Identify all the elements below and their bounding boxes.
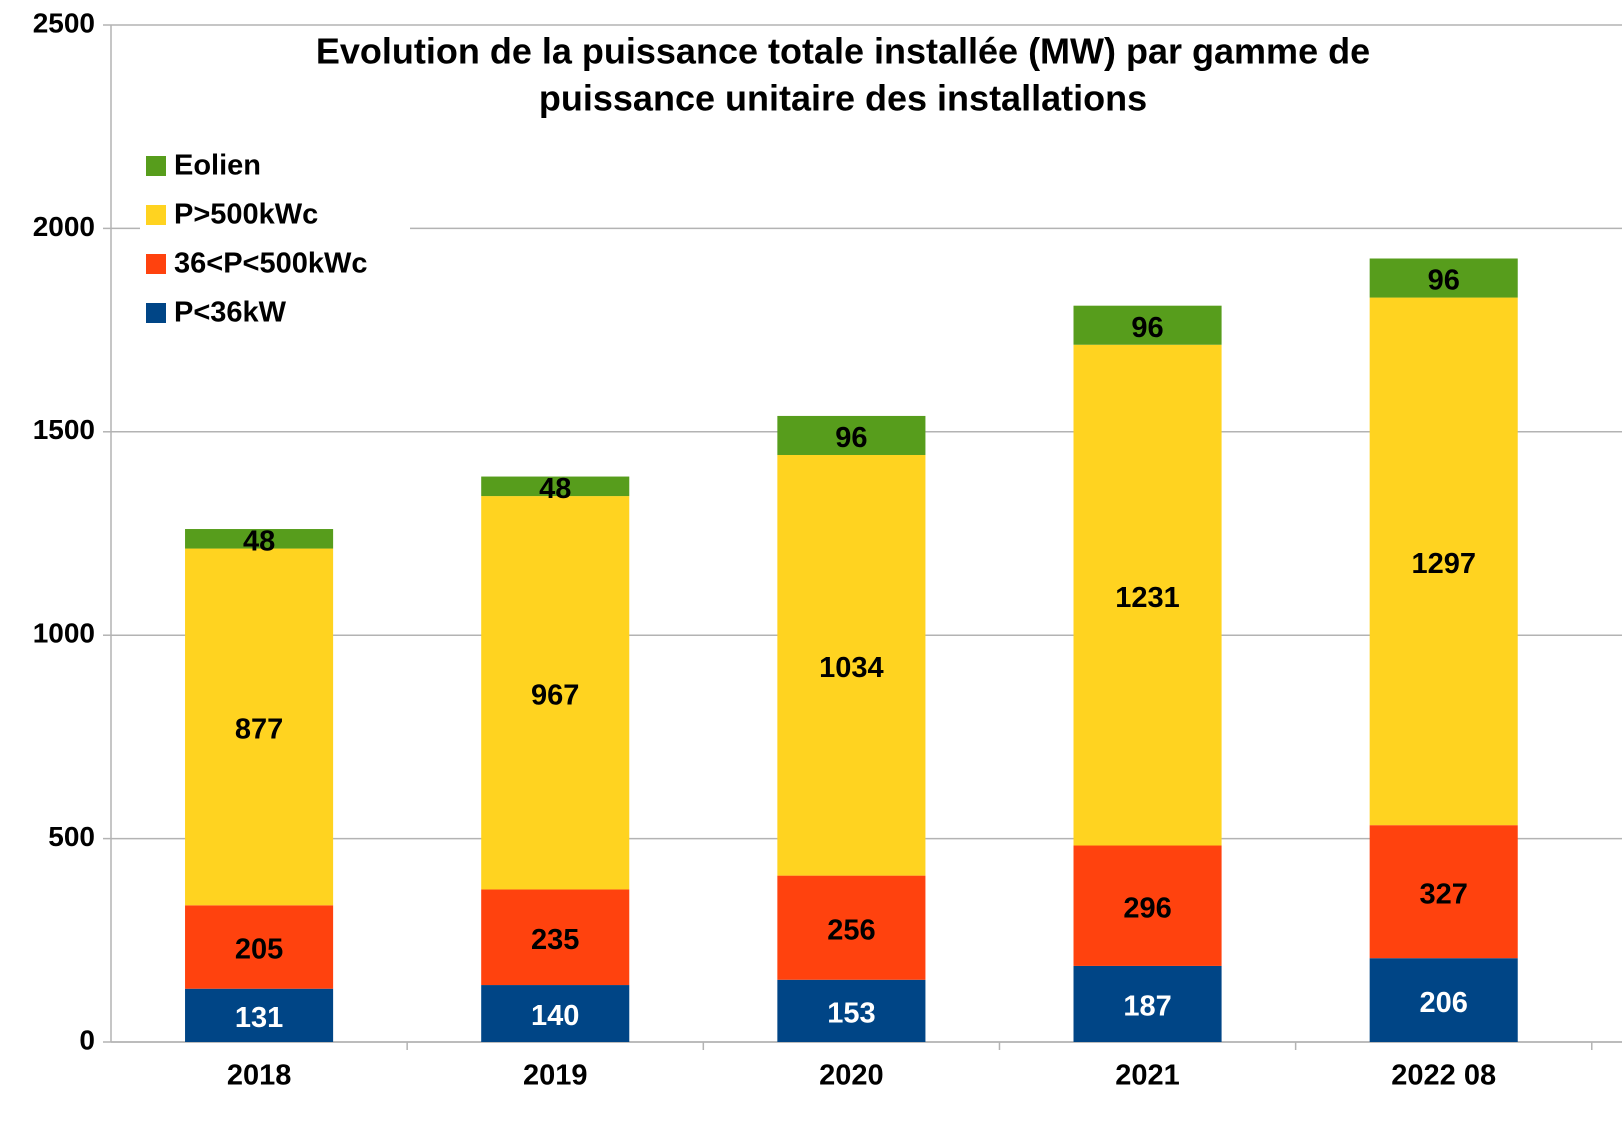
data-label: 877: [235, 714, 283, 746]
bar-segment: [481, 496, 630, 890]
bar-segment: [777, 875, 926, 980]
data-label: 967: [531, 679, 579, 711]
y-tick-label: 1500: [33, 414, 95, 445]
legend-label: Eolien: [174, 150, 261, 182]
x-tick-label: 2018: [227, 1060, 292, 1092]
data-label: 96: [835, 422, 867, 454]
data-label: 1297: [1411, 548, 1476, 580]
bar-segment: [1369, 825, 1518, 959]
legend-swatch: [146, 156, 166, 176]
data-label: 1034: [819, 652, 884, 684]
legend-label: P>500kWc: [174, 199, 318, 231]
y-tick-label: 2000: [33, 211, 95, 242]
bar-segment: [777, 979, 926, 1042]
data-label: 296: [1123, 892, 1171, 924]
data-label: 153: [827, 998, 875, 1030]
data-label: 48: [243, 525, 275, 557]
x-tick-label: 2020: [819, 1060, 884, 1092]
bar-segment: [1369, 297, 1518, 826]
bar-segment: [1369, 958, 1518, 1042]
data-label: 48: [539, 473, 571, 505]
legend-label: P<36kW: [174, 297, 287, 329]
bar-segment: [185, 988, 334, 1042]
x-tick-label: 2022 08: [1391, 1060, 1496, 1092]
data-label: 96: [1428, 265, 1460, 297]
bar-segment: [481, 476, 630, 497]
data-label: 256: [827, 914, 875, 946]
data-label: 206: [1420, 987, 1468, 1019]
y-tick-label: 0: [79, 1024, 95, 1055]
data-label: 96: [1131, 312, 1163, 344]
legend-label: 36<P<500kWc: [174, 248, 367, 280]
data-label: 205: [235, 934, 283, 966]
bar-segment: [185, 548, 334, 906]
x-tick-label: 2021: [1115, 1060, 1180, 1092]
chart-title: puissance unitaire des installations: [539, 78, 1147, 119]
bar-segment: [1073, 845, 1222, 966]
legend-swatch: [146, 205, 166, 225]
bar-segment: [1073, 344, 1222, 846]
bar-segment: [1073, 305, 1222, 345]
data-label: 327: [1420, 878, 1468, 910]
bar-segment: [1369, 258, 1518, 298]
y-tick-label: 1000: [33, 618, 95, 649]
data-label: 140: [531, 1000, 579, 1032]
legend-swatch: [146, 254, 166, 274]
data-label: 235: [531, 924, 579, 956]
x-tick-label: 2019: [523, 1060, 588, 1092]
bar-segment: [481, 985, 630, 1042]
data-label: 187: [1123, 991, 1171, 1023]
bar-segment: [185, 905, 334, 989]
legend-swatch: [146, 303, 166, 323]
legend-box: [140, 145, 410, 345]
bar-segment: [481, 889, 630, 986]
bar-segment: [185, 529, 334, 549]
chart-title: Evolution de la puissance totale install…: [316, 31, 1370, 72]
bar-segment: [1073, 965, 1222, 1042]
data-label: 1231: [1115, 582, 1180, 614]
y-tick-label: 2500: [33, 7, 95, 38]
bar-segment: [777, 415, 926, 455]
y-tick-label: 500: [48, 821, 95, 852]
data-label: 131: [235, 1002, 283, 1034]
bar-segment: [777, 454, 926, 876]
